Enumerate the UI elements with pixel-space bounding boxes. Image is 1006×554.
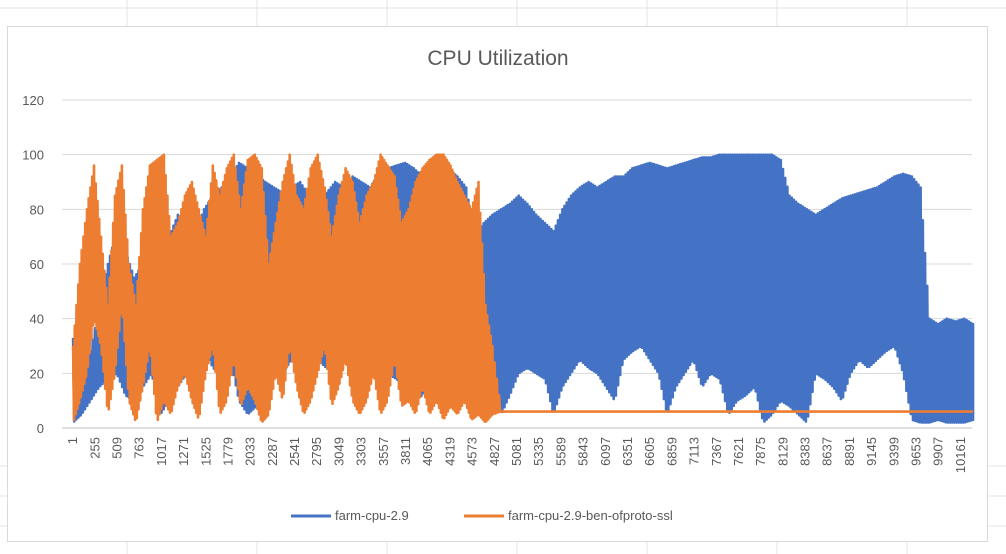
legend-label-0: farm-cpu-2.9 [335,508,409,523]
x-tick-label-9907: 9907 [931,437,946,466]
x-tick-label-1017: 1017 [154,437,169,466]
x-tick-label-5843: 5843 [576,437,591,466]
x-tick-label-3557: 3557 [376,437,391,466]
x-tick-label-4573: 4573 [465,437,480,466]
x-tick-label-2033: 2033 [243,437,258,466]
x-tick-label-8637: 8637 [820,437,835,466]
x-tick-label-7875: 7875 [753,437,768,466]
legend-label-1: farm-cpu-2.9-ben-ofproto-ssl [508,508,673,523]
x-tick-label-763: 763 [132,437,147,459]
chart-area[interactable]: CPU Utilization 0 20 40 60 80 100 120 1 255 509 7… [7,26,988,542]
y-tick-label-40: 40 [30,312,44,327]
x-tick-label-5081: 5081 [509,437,524,466]
y-tick-label-0: 0 [37,421,44,436]
x-tick-label-2287: 2287 [265,437,280,466]
chart-title: CPU Utilization [427,47,568,70]
x-tick-label-7367: 7367 [709,437,724,466]
x-tick-label-10161: 10161 [953,437,968,473]
series-line-1 [71,153,973,423]
x-tick-label-4827: 4827 [487,437,502,466]
plot-series [71,153,975,424]
x-tick-label-509: 509 [110,437,125,459]
x-tick-label-7113: 7113 [687,437,702,465]
x-axis-ticks: 1 255 509 763 1017 1271 1525 1779 2033 2287 2541 27… [65,437,968,473]
y-axis-ticks: 0 20 40 60 80 100 120 [22,93,44,436]
x-tick-label-2795: 2795 [309,437,324,466]
x-tick-label-255: 255 [87,437,102,459]
x-tick-label-6859: 6859 [664,437,679,466]
cpu-utilization-chart: CPU Utilization 0 20 40 60 80 100 120 1 255 509 7… [22,47,975,523]
x-tick-label-8891: 8891 [842,437,857,466]
x-tick-label-3303: 3303 [354,437,369,466]
x-tick-label-9145: 9145 [864,437,879,466]
x-tick-label-3811: 3811 [398,437,413,465]
y-tick-label-100: 100 [22,148,44,163]
x-tick-label-6605: 6605 [642,437,657,466]
x-tick-label-7621: 7621 [731,437,746,466]
x-tick-label-1779: 1779 [221,437,236,466]
x-tick-label-1271: 1271 [176,437,191,466]
y-tick-label-80: 80 [30,202,44,217]
x-tick-label-5589: 5589 [553,437,568,466]
x-tick-label-6351: 6351 [620,437,635,466]
x-tick-label-1525: 1525 [198,437,213,466]
x-tick-label-9399: 9399 [886,437,901,466]
x-tick-label-2541: 2541 [287,437,302,466]
x-tick-label-3049: 3049 [331,437,346,466]
y-tick-label-60: 60 [30,257,44,272]
x-tick-label-8129: 8129 [775,437,790,466]
x-tick-label-9653: 9653 [909,437,924,466]
x-tick-label-4065: 4065 [420,437,435,466]
x-tick-label-1: 1 [65,437,80,444]
x-tick-label-6097: 6097 [598,437,613,466]
x-tick-label-4319: 4319 [442,437,457,466]
y-tick-label-120: 120 [22,93,44,108]
y-tick-label-20: 20 [30,366,44,381]
x-tick-label-5335: 5335 [531,437,546,466]
legend: farm-cpu-2.9 farm-cpu-2.9-ben-ofproto-ssl [291,508,673,523]
x-tick-label-8383: 8383 [798,437,813,466]
